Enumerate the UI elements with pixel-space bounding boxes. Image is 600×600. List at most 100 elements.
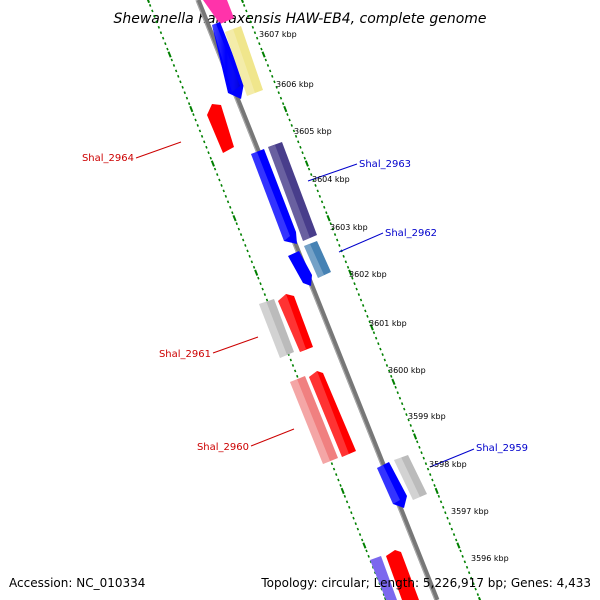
gene-label[interactable]: Shal_2959	[476, 443, 528, 454]
minor-tick	[472, 582, 475, 586]
gene-feature[interactable]	[278, 294, 313, 352]
minor-tick	[387, 369, 391, 373]
minor-tick	[474, 587, 477, 591]
major-tick	[304, 160, 309, 167]
minor-tick	[289, 358, 292, 362]
minor-tick	[398, 396, 402, 400]
minor-tick	[336, 238, 339, 242]
minor-tick	[314, 184, 317, 187]
minor-tick	[450, 527, 454, 531]
minor-tick	[271, 74, 274, 78]
minor-tick	[467, 571, 471, 575]
minor-tick	[170, 58, 173, 62]
minor-tick	[335, 473, 338, 476]
position-label: 3598 kbp	[429, 460, 467, 469]
minor-tick	[181, 85, 184, 89]
minor-tick	[266, 64, 270, 67]
minor-tick	[381, 353, 384, 356]
minor-tick	[273, 80, 276, 84]
minor-tick	[263, 293, 267, 296]
minor-tick	[253, 31, 257, 35]
minor-tick	[411, 429, 415, 433]
minor-tick	[356, 527, 360, 531]
gene-feature[interactable]	[251, 149, 297, 244]
minor-tick	[365, 549, 368, 553]
minor-tick	[418, 445, 421, 449]
minor-tick	[242, 4, 246, 7]
minor-tick	[331, 227, 335, 231]
major-tick	[167, 51, 172, 58]
minor-tick	[476, 593, 480, 596]
minor-tick	[207, 151, 210, 155]
minor-tick	[405, 413, 408, 416]
gene-feature[interactable]	[377, 462, 407, 508]
minor-tick	[329, 222, 332, 226]
minor-tick	[323, 205, 326, 209]
minor-tick	[351, 276, 354, 280]
gene-label[interactable]: Shal_2963	[359, 159, 411, 170]
minor-tick	[291, 364, 295, 367]
minor-tick	[337, 478, 340, 482]
minor-tick	[159, 31, 163, 35]
minor-tick	[442, 505, 445, 509]
minor-tick	[310, 173, 313, 176]
minor-tick	[465, 565, 469, 569]
gene-label[interactable]: Shal_2962	[385, 228, 437, 239]
minor-tick	[294, 134, 298, 138]
gene-feature[interactable]	[203, 0, 234, 24]
gene-label[interactable]: Shal_2960	[197, 442, 249, 453]
gene-feature[interactable]	[212, 22, 244, 99]
major-tick	[362, 542, 367, 549]
minor-tick	[290, 124, 293, 127]
minor-tick	[372, 331, 376, 335]
minor-tick	[353, 282, 356, 286]
major-tick	[261, 51, 266, 58]
gene-feature[interactable]	[394, 455, 427, 500]
minor-tick	[187, 102, 191, 106]
minor-tick	[194, 118, 197, 122]
minor-tick	[374, 336, 378, 340]
minor-tick	[248, 254, 251, 258]
minor-tick	[250, 260, 254, 264]
map-title: Shewanella halifaxensis HAW-EB4, complet…	[113, 11, 486, 27]
minor-tick	[366, 314, 369, 318]
position-label: 3601 kbp	[369, 319, 407, 328]
minor-tick	[409, 424, 412, 427]
minor-tick	[361, 538, 364, 542]
minor-tick	[216, 173, 219, 176]
gene-feature[interactable]	[304, 241, 331, 278]
gene-feature[interactable]	[370, 556, 397, 600]
minor-tick	[344, 260, 348, 264]
major-tick	[413, 433, 418, 440]
gene-feature[interactable]	[268, 142, 317, 241]
minor-tick	[261, 287, 264, 291]
minor-tick	[459, 549, 462, 553]
minor-tick	[166, 47, 169, 51]
minor-tick	[297, 140, 300, 144]
minor-tick	[226, 200, 230, 204]
minor-tick	[463, 560, 467, 564]
gene-label[interactable]: Shal_2961	[159, 349, 211, 360]
minor-tick	[245, 9, 248, 13]
minor-tick	[292, 129, 296, 133]
gene-label[interactable]: Shal_2964	[82, 153, 134, 164]
gene-feature[interactable]	[288, 251, 312, 286]
minor-tick	[444, 511, 447, 515]
minor-tick	[330, 462, 334, 466]
minor-tick	[403, 407, 406, 411]
minor-tick	[446, 516, 449, 520]
minor-tick	[357, 293, 361, 296]
gene-feature[interactable]	[207, 104, 234, 153]
minor-tick	[348, 505, 351, 509]
minor-tick	[151, 9, 154, 13]
minor-tick	[352, 516, 355, 520]
gene-feature[interactable]	[290, 376, 338, 464]
gene-feature[interactable]	[225, 26, 263, 96]
minor-tick	[268, 69, 272, 73]
minor-tick	[209, 156, 212, 160]
minor-tick	[296, 374, 299, 378]
gene-feature[interactable]	[309, 371, 356, 457]
gene-feature[interactable]	[259, 299, 294, 358]
minor-tick	[244, 244, 247, 247]
gene-feature[interactable]	[386, 550, 419, 600]
